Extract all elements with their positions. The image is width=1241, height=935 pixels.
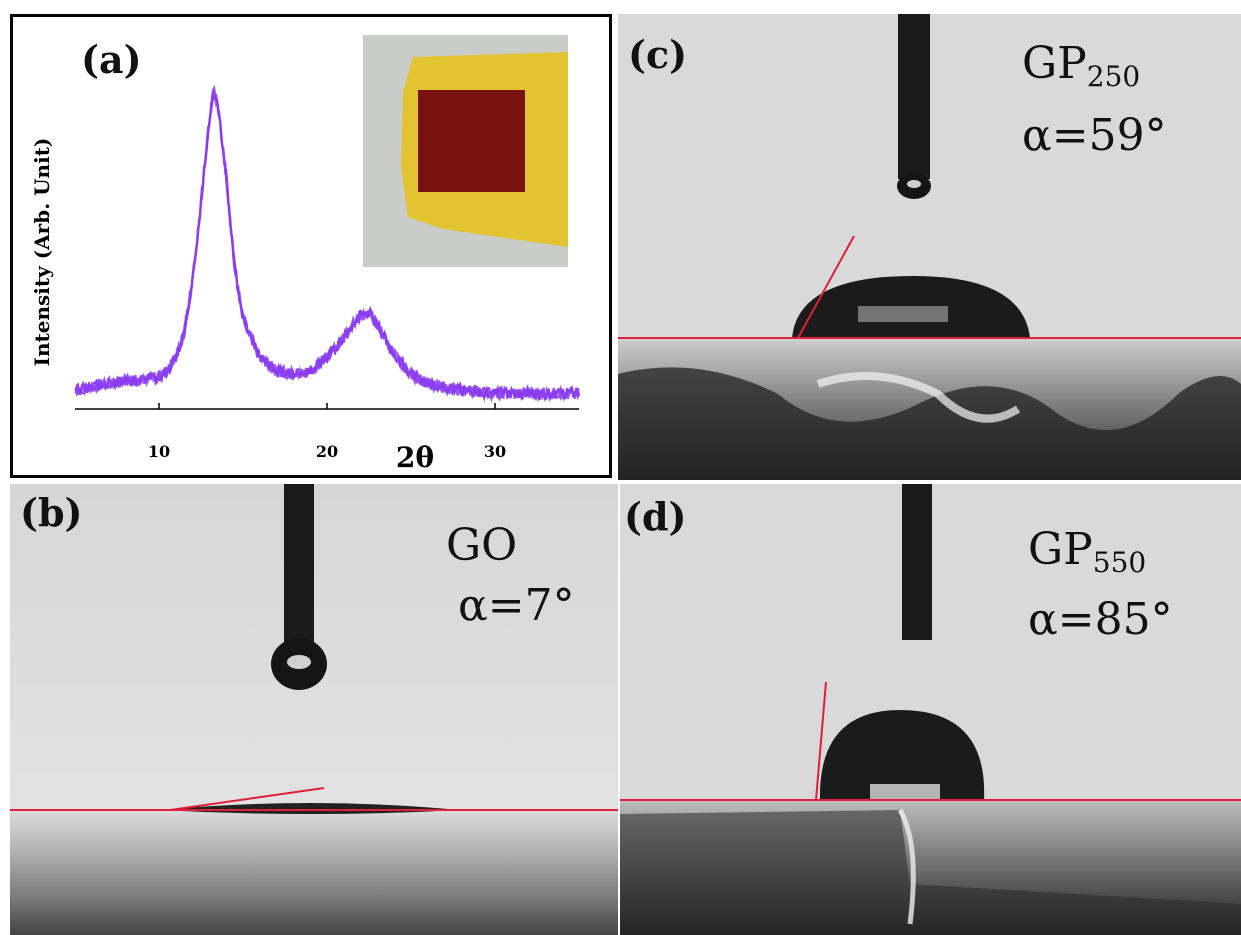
xrd-plot-area xyxy=(74,84,581,403)
sample-sub-c: 250 xyxy=(1086,60,1141,93)
panel-letter-a: (a) xyxy=(81,37,142,82)
sample-label-c: GP250 xyxy=(1022,42,1140,91)
xrd-series-line xyxy=(74,84,581,402)
tangent-line-d xyxy=(815,681,827,801)
sessile-drop-b xyxy=(160,803,460,814)
x-tick-label: 20 xyxy=(316,442,338,461)
sample-name-d: GP xyxy=(1028,524,1093,575)
tangent-line-b xyxy=(169,787,325,811)
angle-label-d: α=85° xyxy=(1028,594,1173,645)
droplet-image-b xyxy=(10,484,618,935)
y-axis-label: Intensity (Arb. Unit) xyxy=(30,138,54,367)
needle-c xyxy=(898,14,930,179)
needle-d xyxy=(902,484,932,640)
panel-b-go-contact-angle: (b) GO α=7° xyxy=(10,484,618,935)
needle-b xyxy=(284,484,314,644)
panel-a-xrd: 10 20 30 Intensity (Arb. Unit) 2θ (a) xyxy=(10,14,612,478)
droplet-image-c xyxy=(618,14,1241,480)
panel-letter-b: (b) xyxy=(20,490,83,535)
angle-label-c: α=59° xyxy=(1022,110,1167,161)
panel-letter-c: (c) xyxy=(628,32,688,77)
panel-letter-d: (d) xyxy=(624,494,687,539)
angle-label-b: α=7° xyxy=(458,580,575,631)
xrd-chart: 10 20 30 Intensity (Arb. Unit) 2θ xyxy=(30,35,581,474)
sessile-drop-d xyxy=(819,710,985,800)
x-tick-label: 30 xyxy=(484,442,506,461)
tangent-line-c xyxy=(797,235,855,339)
panel-d-gp550-contact-angle: (d) GP550 α=85° xyxy=(620,484,1241,935)
inset-photo xyxy=(363,35,568,267)
sample-label-d: GP550 xyxy=(1028,528,1146,577)
sample-label-b: GO xyxy=(446,520,518,571)
x-axis-label: 2θ xyxy=(396,441,434,474)
x-ticks: 10 20 30 xyxy=(148,403,506,461)
panel-c-gp250-contact-angle: (c) GP250 α=59° xyxy=(618,14,1241,480)
droplet-image-d xyxy=(620,484,1241,935)
x-tick-label: 10 xyxy=(148,442,170,461)
sample-name-c: GP xyxy=(1022,38,1087,89)
sample-sub-d: 550 xyxy=(1092,546,1147,579)
